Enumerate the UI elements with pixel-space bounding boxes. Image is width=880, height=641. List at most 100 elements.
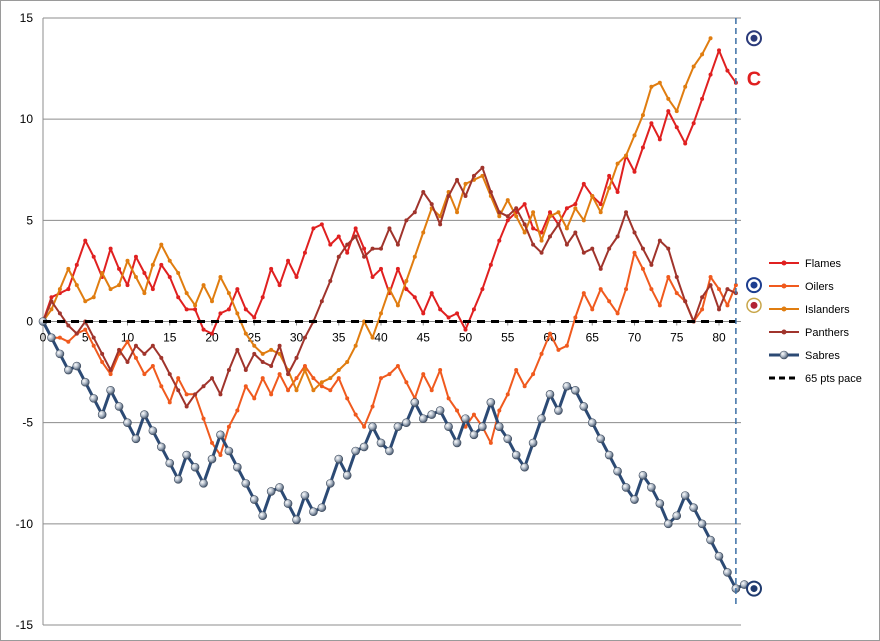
oilers-point — [66, 339, 71, 344]
oilers-point — [269, 392, 274, 397]
flames-point — [615, 190, 620, 195]
islanders-point — [649, 84, 654, 89]
oilers-point — [218, 453, 223, 458]
panthers-point — [218, 392, 223, 397]
flames-point — [395, 266, 400, 271]
sabres-point — [689, 503, 698, 512]
flames-point — [497, 238, 502, 243]
y-tick-label: 5 — [26, 213, 33, 227]
flames-point — [412, 295, 417, 300]
sabres-point — [418, 414, 428, 423]
islanders-point — [674, 109, 679, 114]
panthers-point — [49, 299, 54, 304]
panthers-point — [725, 287, 730, 292]
oilers-point — [184, 392, 189, 397]
sabres-point — [579, 402, 589, 411]
sabres-point — [672, 511, 682, 521]
sabres-point — [368, 422, 377, 432]
sabres-series-line — [41, 320, 745, 591]
oilers-point — [159, 384, 164, 389]
islanders-point — [505, 198, 510, 203]
x-tick-label: 40 — [374, 331, 388, 345]
oilers-point — [497, 408, 502, 413]
islanders-point — [691, 64, 696, 69]
islanders-point — [421, 230, 426, 235]
islanders-point — [615, 161, 620, 166]
oilers-point — [201, 416, 206, 421]
sabres-point — [545, 390, 555, 399]
islanders-point — [269, 347, 274, 352]
sabres-point — [140, 410, 149, 419]
sabres-point — [106, 385, 115, 395]
panthers-point — [91, 335, 96, 340]
sabres-point — [562, 381, 572, 391]
oilers-point — [243, 384, 248, 389]
flames-point — [133, 254, 138, 259]
panthers-point — [522, 222, 527, 227]
islanders-point — [463, 181, 468, 186]
oilers-point — [142, 372, 147, 377]
flames-point — [421, 311, 426, 316]
sabres-point — [80, 377, 90, 387]
sabres-point — [342, 470, 352, 480]
sabres-point — [131, 434, 141, 444]
oilers-point — [488, 440, 493, 445]
flames-point — [691, 121, 696, 126]
sabres-point — [714, 551, 724, 561]
oilers-point — [556, 347, 561, 352]
oilers-point — [590, 307, 595, 312]
sabres-point — [123, 418, 132, 427]
sabres-point — [309, 507, 318, 516]
oilers-point — [624, 287, 629, 292]
oilers-point — [395, 364, 400, 369]
flames-point — [218, 311, 223, 316]
islanders-point — [700, 52, 705, 57]
flames-point — [480, 287, 485, 292]
panthers-point — [455, 177, 460, 182]
sabres-point — [334, 454, 344, 464]
flames-point — [683, 141, 688, 146]
panthers-point — [683, 299, 688, 304]
panthers-point — [556, 222, 561, 227]
legend-item-flames: Flames — [769, 258, 842, 270]
sabres-point — [680, 491, 690, 500]
panthers-point — [598, 266, 603, 271]
islanders-point — [514, 214, 519, 219]
panthers-point — [108, 368, 113, 373]
sabres-point — [224, 446, 234, 456]
panthers-point — [125, 359, 130, 364]
oilers-point — [226, 424, 231, 429]
flames-point — [302, 250, 307, 255]
islanders-point — [556, 210, 561, 215]
islanders-point — [573, 206, 578, 211]
islanders-point — [277, 351, 282, 356]
flames-point — [539, 230, 544, 235]
oilers-point — [91, 343, 96, 348]
sabres-point — [359, 442, 369, 452]
legend-item-sabres: Sabres — [769, 350, 840, 362]
panthers-point — [252, 351, 257, 356]
flames-point — [657, 137, 662, 142]
sabres-point — [351, 446, 360, 456]
panthers-point — [117, 347, 122, 352]
oilers-point — [455, 408, 460, 413]
panthers-point — [717, 307, 721, 312]
oilers-point — [57, 335, 62, 340]
y-tick-label: -10 — [16, 517, 34, 531]
sabres-point — [89, 394, 98, 403]
sabres-point — [630, 495, 639, 504]
sabres-point — [114, 402, 124, 411]
sabres-point — [461, 414, 470, 423]
sabres-point — [207, 454, 217, 464]
panthers-point — [260, 359, 265, 364]
panthers-point — [142, 351, 147, 356]
x-tick-label: 5 — [82, 331, 89, 345]
flames-point — [649, 121, 654, 126]
islanders-point — [708, 36, 713, 41]
panthers-point — [286, 372, 291, 377]
panthers-point — [226, 368, 231, 373]
sabres-point — [435, 406, 445, 415]
panthers-point — [700, 295, 705, 300]
islanders-point — [480, 173, 485, 178]
panthers-point — [319, 299, 324, 304]
